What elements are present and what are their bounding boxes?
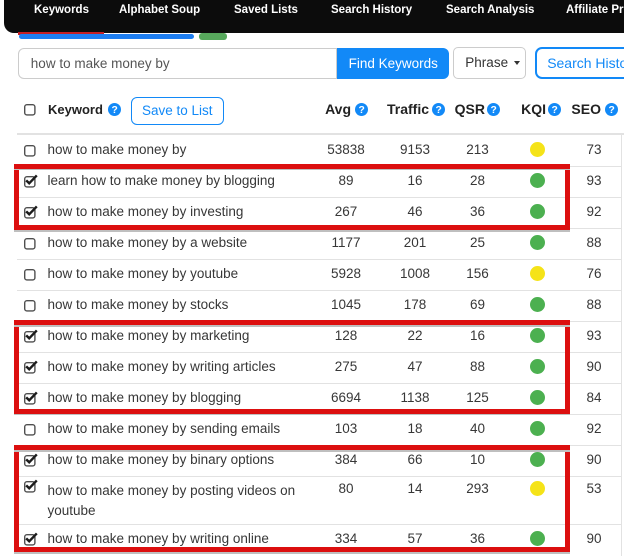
svg-text:?: ? bbox=[435, 105, 441, 116]
svg-text:?: ? bbox=[111, 105, 117, 116]
svg-text:?: ? bbox=[358, 105, 364, 116]
svg-text:?: ? bbox=[608, 105, 614, 116]
svg-text:?: ? bbox=[490, 105, 496, 116]
svg-text:?: ? bbox=[551, 105, 557, 116]
